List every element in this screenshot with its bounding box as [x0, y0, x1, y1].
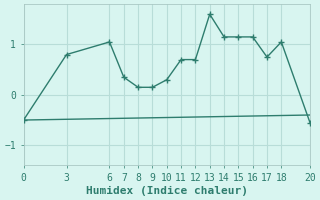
X-axis label: Humidex (Indice chaleur): Humidex (Indice chaleur)	[86, 186, 248, 196]
